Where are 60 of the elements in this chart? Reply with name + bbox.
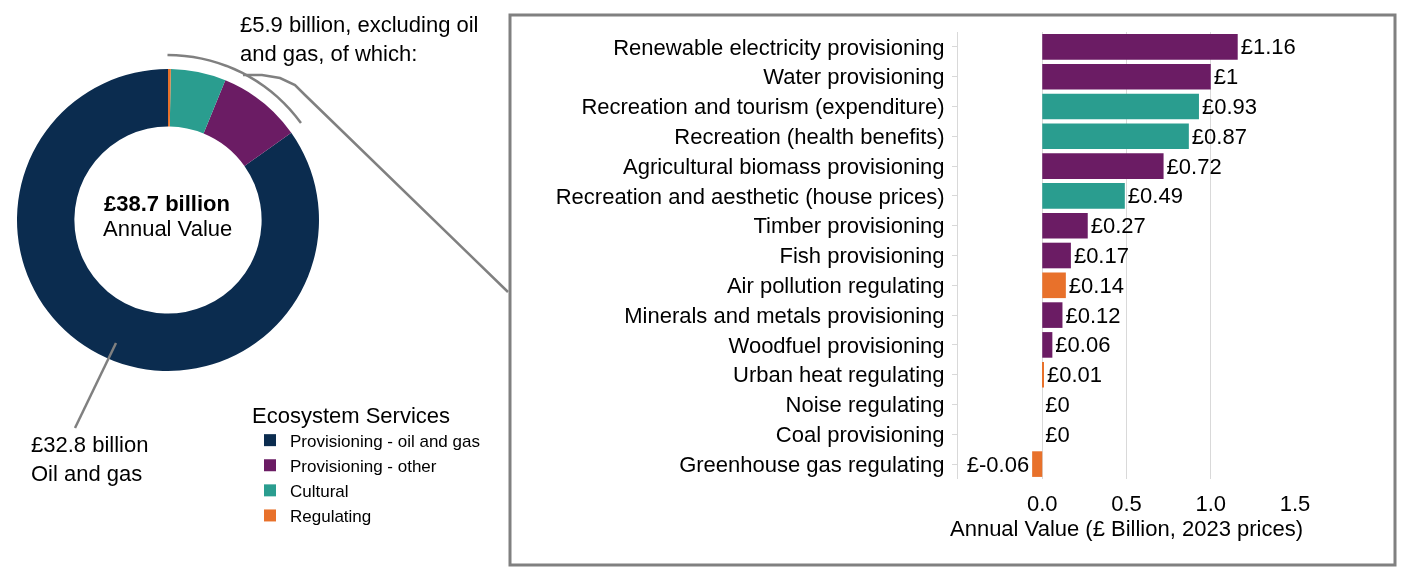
bar xyxy=(1042,212,1088,239)
donut-slice xyxy=(17,69,319,371)
x-tick-label: 1.0 xyxy=(1195,491,1227,516)
bar xyxy=(1042,153,1164,179)
bar xyxy=(1042,272,1066,299)
data-label: £-0.06 xyxy=(966,451,1030,477)
x-axis-title: Annual Value (£ Billion, 2023 prices) xyxy=(949,516,1304,541)
bar xyxy=(1042,93,1199,120)
donut-slice xyxy=(169,69,226,134)
bar xyxy=(1042,63,1211,90)
y-tick-label: Timber provisioning xyxy=(753,213,945,239)
donut-slice xyxy=(203,80,292,166)
y-tick-label: Urban heat regulating xyxy=(733,362,945,388)
y-tick-label: Water provisioning xyxy=(763,64,945,90)
text: Annual Value xyxy=(103,216,233,241)
bar xyxy=(1042,123,1189,150)
y-tick-label: Agricultural biomass provisioning xyxy=(623,153,945,179)
data-label: £0.14 xyxy=(1068,272,1124,298)
data-label: £0.17 xyxy=(1073,243,1129,268)
y-tick-label: Minerals and metals provisioning xyxy=(624,302,945,328)
data-label: £0.93 xyxy=(1201,94,1258,119)
data-label: £0.12 xyxy=(1065,302,1121,328)
y-tick-label: Renewable electricity provisioning xyxy=(613,34,945,60)
data-label: £1 xyxy=(1213,64,1239,90)
legend-label: Provisioning - other xyxy=(290,456,437,476)
donut-slice xyxy=(168,69,171,127)
legend-label: Cultural xyxy=(290,481,349,501)
data-label: £0.72 xyxy=(1166,153,1222,179)
y-tick-label: Noise regulating xyxy=(785,392,945,418)
y-tick-label: Greenhouse gas regulating xyxy=(679,451,945,477)
y-tick-label: Coal provisioning xyxy=(775,422,945,447)
x-tick-label: 0.0 xyxy=(1026,491,1058,516)
bar xyxy=(1042,332,1053,358)
data-label: £0 xyxy=(1045,421,1070,447)
bar xyxy=(1032,451,1043,477)
y-tick-label: Recreation and tourism (expenditure) xyxy=(581,94,945,120)
data-label: £0 xyxy=(1045,392,1070,417)
data-label: £0.06 xyxy=(1055,332,1111,358)
data-label: £0.49 xyxy=(1127,183,1183,209)
legend-label: Provisioning - oil and gas xyxy=(290,431,480,451)
bar xyxy=(1042,302,1063,328)
y-tick-label: Air pollution regulating xyxy=(726,273,945,298)
data-label: £0.01 xyxy=(1047,362,1103,388)
data-label: £0.87 xyxy=(1191,123,1247,149)
y-tick-label: Woodfuel provisioning xyxy=(728,332,945,358)
bar xyxy=(1042,183,1125,209)
text: £5.9 billion, excluding oil and gas, of which: xyxy=(240,12,479,66)
x-tick-label: 0.5 xyxy=(1111,491,1142,516)
y-tick-label: Recreation (health benefits) xyxy=(674,124,945,149)
x-tick-label: 1.5 xyxy=(1279,491,1311,516)
legend-title: Ecosystem Services xyxy=(252,402,451,428)
data-label: £0.27 xyxy=(1090,213,1146,239)
text: £32.8 billion Oil and gas xyxy=(31,432,149,486)
text: £38.7 billion xyxy=(104,191,230,216)
bar xyxy=(1042,242,1071,269)
y-tick-label: Fish provisioning xyxy=(779,243,945,269)
legend-label: Regulating xyxy=(290,507,372,527)
bar xyxy=(1042,34,1238,60)
y-tick-label: Recreation and aesthetic (house prices) xyxy=(555,183,945,209)
data-label: £1.16 xyxy=(1240,34,1296,60)
